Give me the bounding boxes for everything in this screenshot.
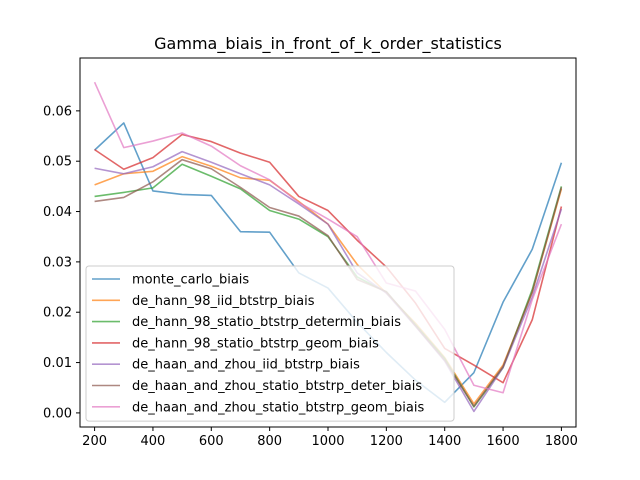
x-axis: 200 400 600 800 1000 1200 1400 1600 1800 (82, 427, 578, 449)
legend-label-5: de_haan_and_zhou_statio_btstrp_deter_bia… (132, 379, 422, 394)
y-tick-label: 0.05 (43, 155, 72, 170)
y-tick-label: 0.06 (43, 104, 72, 119)
series-layer (93, 81, 563, 413)
legend-label-2: de_hann_98_statio_btstrp_determin_biais (132, 315, 401, 330)
series-line-4 (94, 150, 563, 413)
x-tick-label: 1800 (545, 434, 578, 449)
y-tick-label: 0.01 (43, 356, 72, 371)
series-line-3 (94, 133, 563, 384)
x-tick-label: 600 (199, 434, 224, 449)
legend-label-6: de_haan_and_zhou_statio_btstrp_geom_biai… (132, 400, 424, 415)
y-tick-label: 0.04 (43, 205, 72, 220)
x-tick-label: 1600 (487, 434, 520, 449)
x-tick-label: 1000 (311, 434, 344, 449)
y-tick-label: 0.00 (43, 406, 72, 421)
chart-title: Gamma_biais_in_front_of_k_order_statisti… (154, 34, 502, 54)
x-tick-label: 200 (82, 434, 107, 449)
series-line-5 (94, 158, 563, 408)
y-tick-label: 0.03 (43, 255, 72, 270)
legend: monte_carlo_biais de_hann_98_iid_btstrp_b… (85, 265, 455, 422)
x-tick-label: 800 (257, 434, 282, 449)
legend-box (85, 265, 455, 422)
series-line-6 (93, 81, 563, 394)
legend-label-0: monte_carlo_biais (132, 273, 249, 288)
y-axis: 0.00 0.01 0.02 0.03 0.04 0.05 0.06 (43, 104, 80, 421)
legend-label-4: de_haan_and_zhou_iid_btstrp_biais (132, 358, 360, 373)
x-tick-label: 1400 (428, 434, 461, 449)
legend-label-1: de_hann_98_iid_btstrp_biais (132, 294, 315, 309)
y-tick-label: 0.02 (43, 306, 72, 321)
legend-label-3: de_hann_98_statio_btstrp_geom_biais (132, 336, 379, 351)
x-tick-label: 400 (141, 434, 166, 449)
x-tick-label: 1200 (370, 434, 403, 449)
